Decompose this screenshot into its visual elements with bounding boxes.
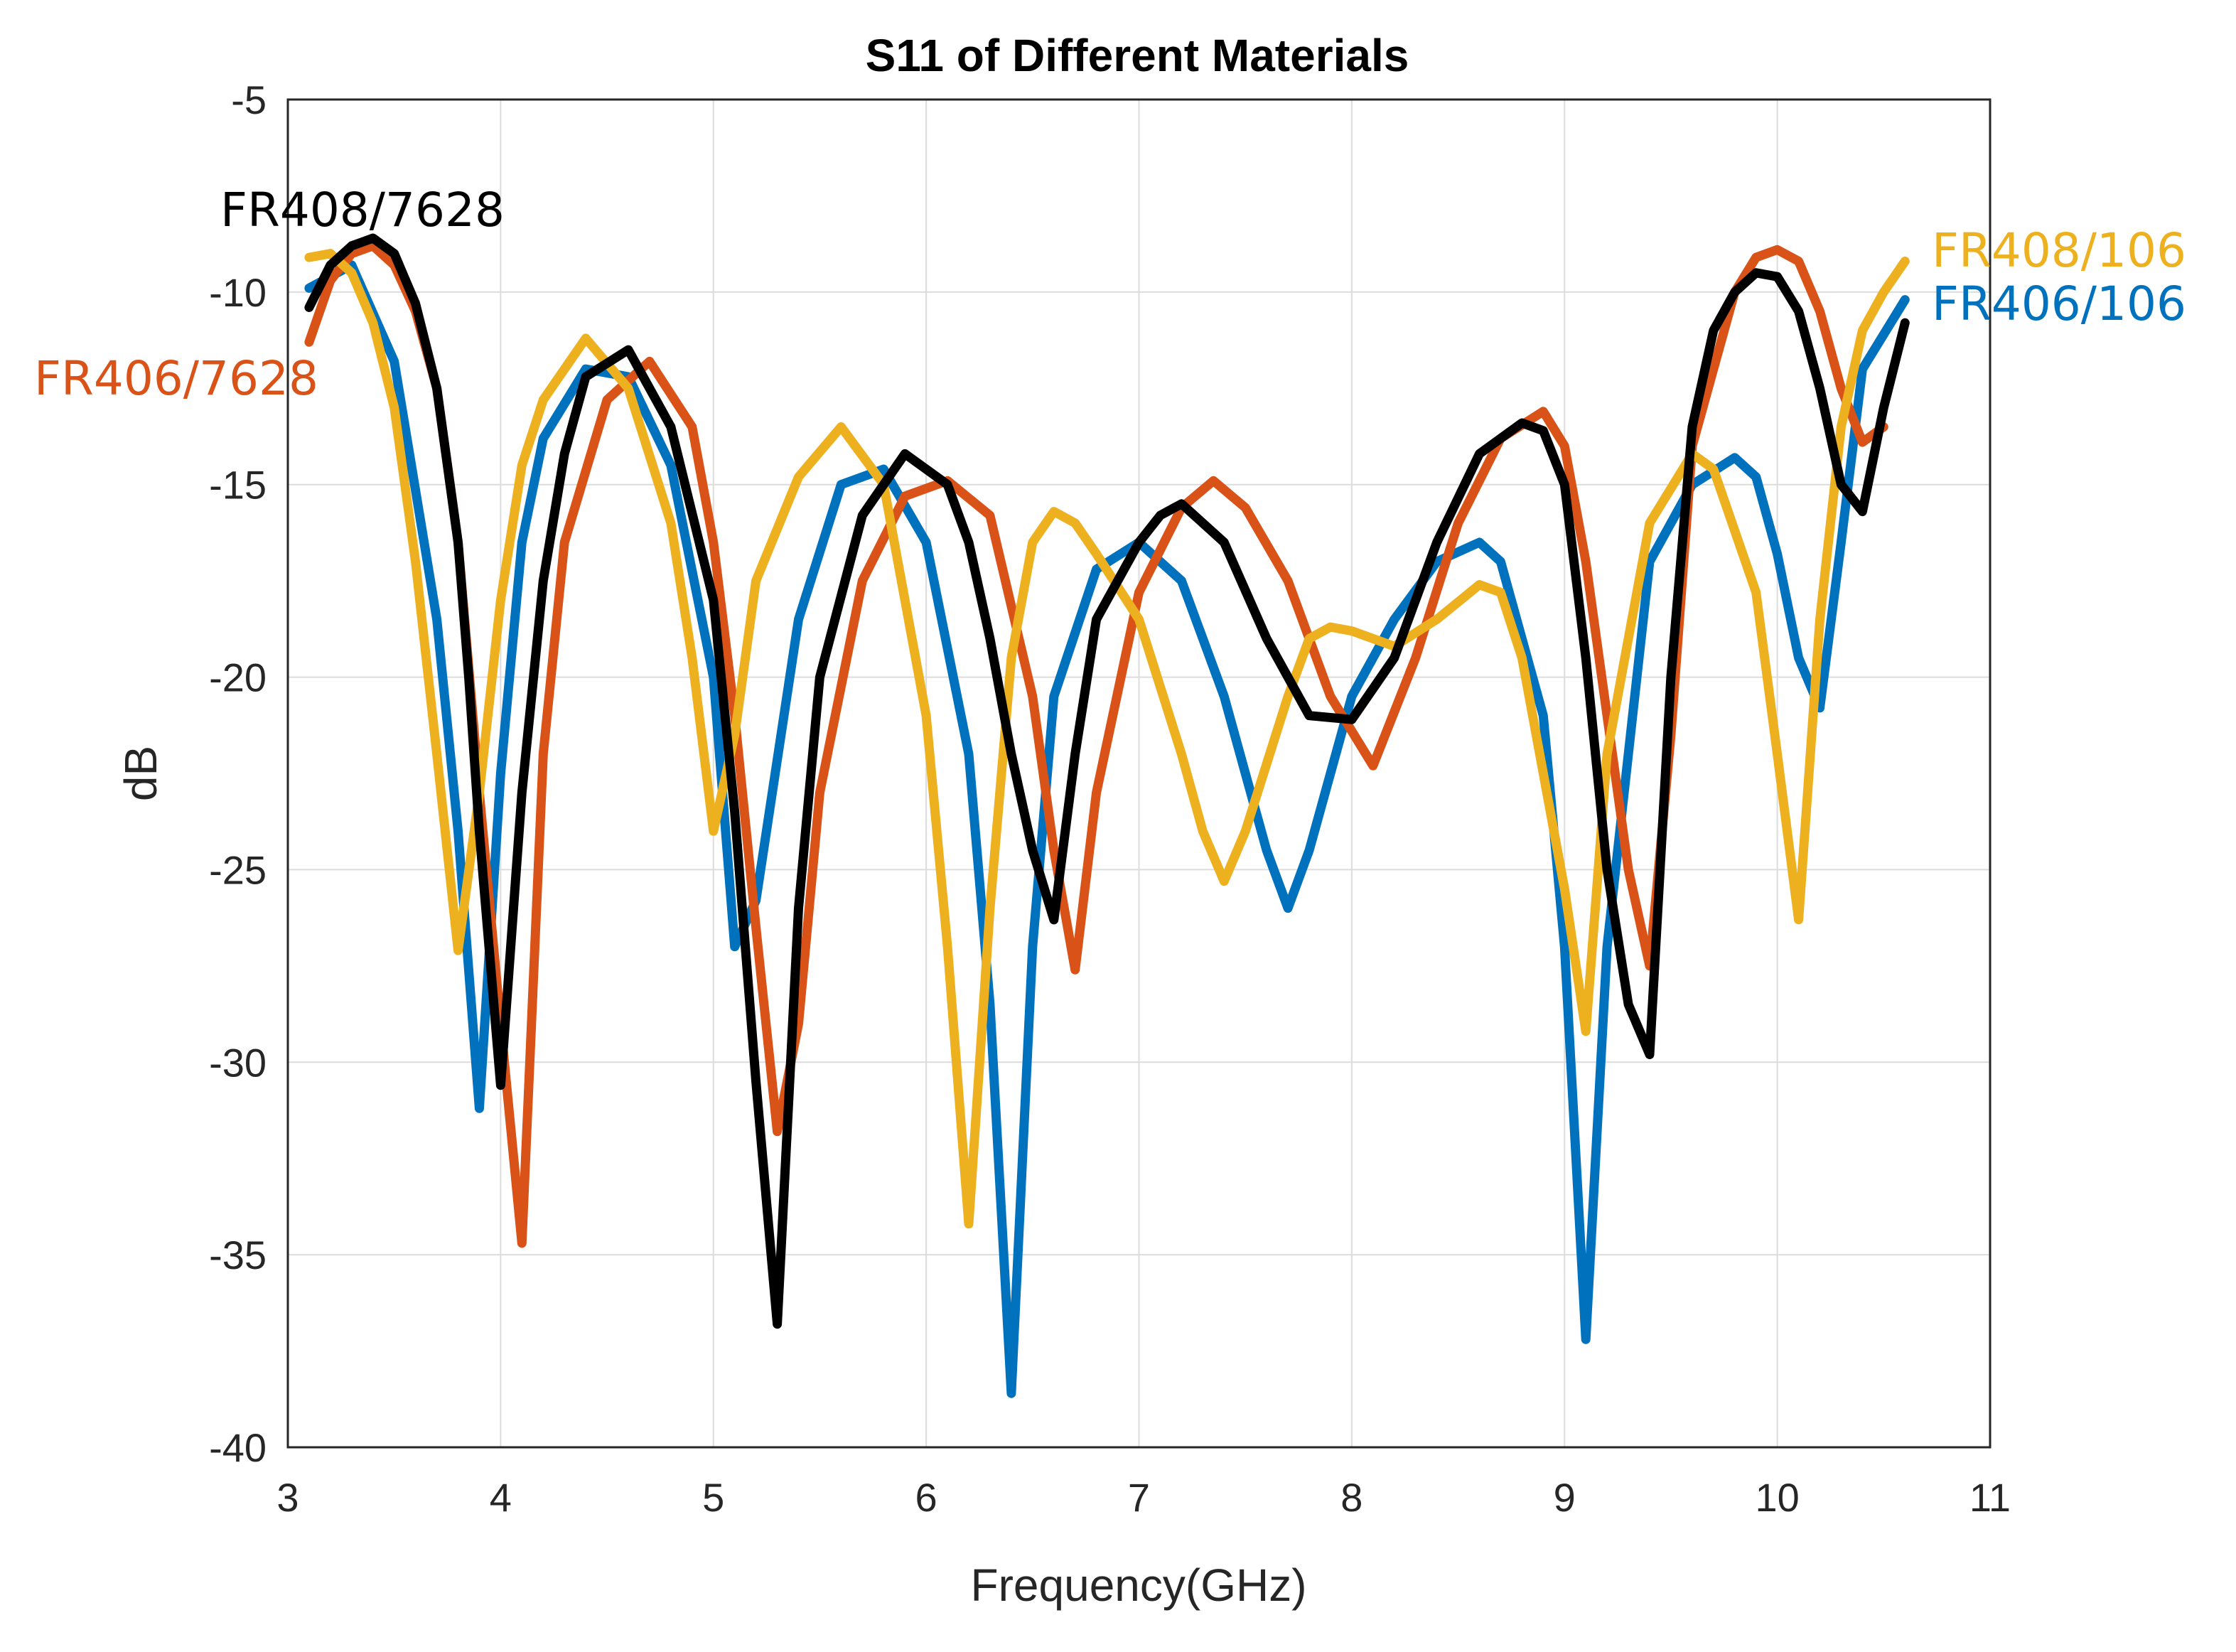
series-label-fr406-106: FR406/106 [1932, 277, 2186, 331]
y-tick-label: -30 [209, 1040, 267, 1085]
x-tick-label: 6 [915, 1475, 937, 1520]
x-tick-label: 11 [1969, 1475, 2011, 1520]
y-tick-label: -35 [209, 1233, 267, 1277]
y-tick-label: -25 [209, 847, 267, 892]
chart-title: S11 of Different Materials [866, 30, 1409, 81]
x-tick-label: 5 [702, 1475, 724, 1520]
y-tick-label: -20 [209, 655, 267, 700]
series-line-fr408-7628 [304, 233, 1910, 1329]
series-label-fr406-7628: FR406/7628 [34, 351, 318, 406]
x-tick-label: 4 [490, 1475, 512, 1520]
y-tick-label: -40 [209, 1425, 267, 1470]
series-line-fr408-106 [304, 249, 1910, 1229]
series-label-fr408-7628: FR408/7628 [220, 183, 505, 237]
x-tick-label: 7 [1128, 1475, 1150, 1520]
x-tick-label: 8 [1340, 1475, 1362, 1520]
x-axis-label: Frequency(GHz) [971, 1560, 1307, 1611]
plot-area-frame [286, 98, 1992, 1449]
y-tick-label: -5 [231, 77, 267, 122]
x-tick-label: 3 [276, 1475, 299, 1520]
series-label-fr408-106: FR408/106 [1932, 223, 2186, 278]
axis-ticks: 3 4 5 6 7 8 9 10 11 -5 -10 -15 -20 -25 -30 -35 -40 [209, 77, 2011, 1520]
y-axis-label: dB [115, 746, 166, 801]
y-tick-label: -10 [209, 270, 267, 315]
y-tick-label: -15 [209, 463, 267, 508]
x-tick-label: 10 [1755, 1475, 1799, 1520]
series-lines [304, 233, 1910, 1398]
x-tick-label: 9 [1554, 1475, 1576, 1520]
